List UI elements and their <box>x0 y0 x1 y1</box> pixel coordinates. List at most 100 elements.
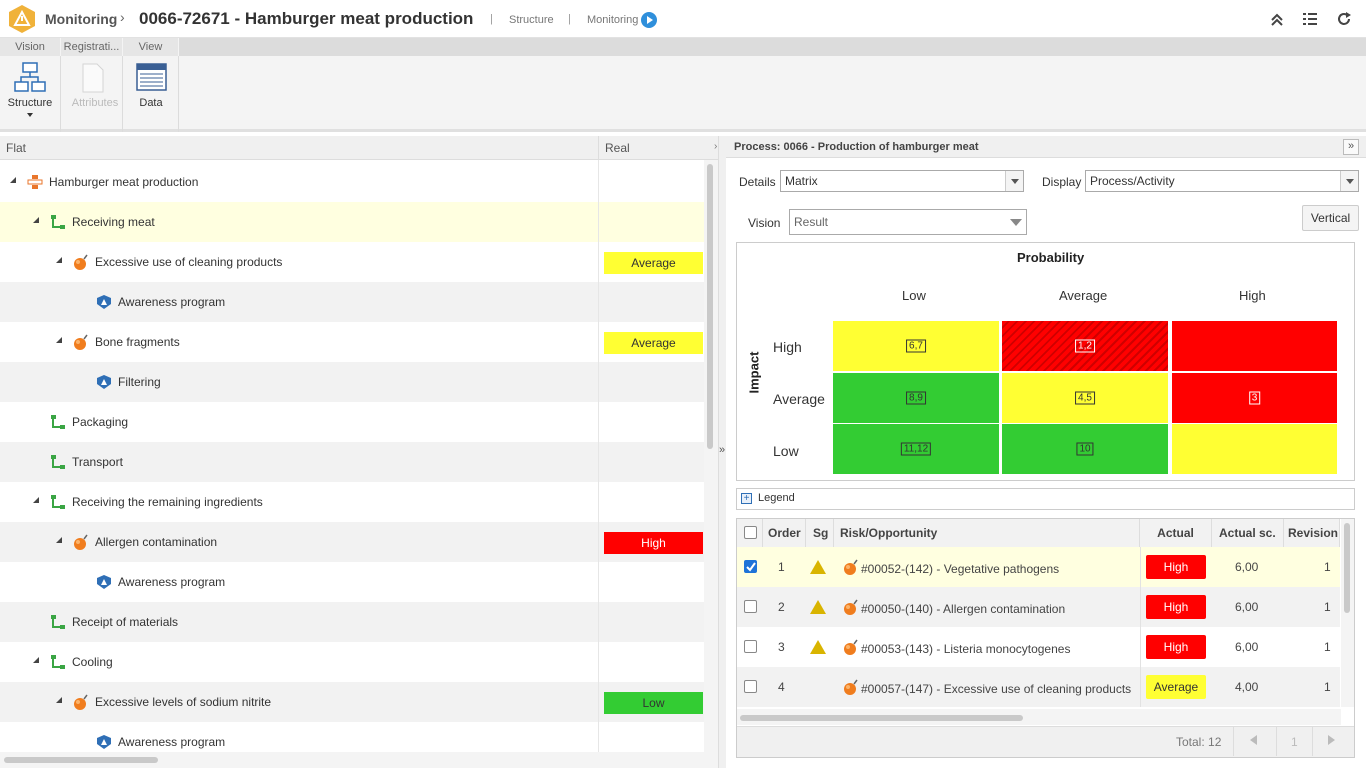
scrollbar-thumb[interactable] <box>740 715 1023 721</box>
matrix-cell[interactable] <box>1172 321 1337 371</box>
activity-icon <box>51 415 65 429</box>
risk-icon <box>74 334 88 350</box>
expand-plus-icon[interactable]: + <box>741 493 752 504</box>
row-checkbox[interactable] <box>744 680 757 693</box>
legend-bar[interactable] <box>736 488 1355 510</box>
tree-row[interactable]: Bone fragments Average <box>0 322 704 362</box>
tab-vision[interactable]: Vision <box>0 38 61 56</box>
tree-row[interactable]: Awareness program <box>0 722 704 752</box>
scrollbar-thumb[interactable] <box>4 757 158 763</box>
matrix-cell[interactable]: 11,12 <box>833 424 999 474</box>
col-order[interactable]: Order <box>763 519 806 547</box>
tree-row[interactable]: Excessive use of cleaning products Avera… <box>0 242 704 282</box>
refresh-icon[interactable] <box>1336 11 1352 27</box>
col-actual-score[interactable]: Actual sc. <box>1212 519 1284 547</box>
collapse-toggle-icon[interactable] <box>33 497 39 503</box>
tree-row[interactable]: Cooling <box>0 642 704 682</box>
horizontal-scrollbar[interactable] <box>0 752 718 768</box>
collapse-toggle-icon[interactable] <box>33 217 39 223</box>
table-row[interactable]: 3 #00053-(143) - Listeria monocytogenes … <box>737 627 1340 667</box>
collapse-toggle-icon[interactable] <box>56 697 62 703</box>
tab-registration[interactable]: Registrati... <box>61 38 123 56</box>
data-button[interactable]: Data <box>123 58 179 120</box>
impact-average: Average <box>773 391 825 407</box>
vision-select[interactable]: Result <box>789 209 1027 235</box>
cell-items: 11,12 <box>900 442 932 456</box>
row-risk[interactable]: #00050-(140) - Allergen contamination <box>861 602 1066 616</box>
attributes-label: Attributes <box>71 97 119 109</box>
tree-row[interactable]: Receipt of materials <box>0 602 704 642</box>
details-select[interactable]: Matrix <box>780 170 1024 192</box>
matrix-cell[interactable]: 4,5 <box>1002 373 1168 423</box>
tree-row[interactable]: Allergen contamination High <box>0 522 704 562</box>
tab-view[interactable]: View <box>123 38 179 56</box>
col-sg[interactable]: Sg <box>806 519 834 547</box>
tree-row[interactable]: Awareness program <box>0 562 704 602</box>
tree-row[interactable]: Filtering <box>0 362 704 402</box>
panel-splitter[interactable] <box>718 136 726 768</box>
matrix-cell[interactable]: 8,9 <box>833 373 999 423</box>
probability-average: Average <box>1059 288 1108 303</box>
row-checkbox[interactable] <box>744 640 757 653</box>
vertical-button[interactable]: Vertical <box>1302 205 1359 231</box>
next-page-icon[interactable] <box>1328 735 1335 745</box>
tree-row[interactable]: Awareness program <box>0 282 704 322</box>
column-more-icon[interactable]: › <box>714 141 718 152</box>
prev-page-icon[interactable] <box>1250 735 1257 745</box>
tree-row-label: Hamburger meat production <box>49 175 199 189</box>
collapse-panel-icon[interactable]: » <box>1343 139 1359 155</box>
row-checkbox[interactable] <box>744 600 757 613</box>
cell-items: 10 <box>1076 442 1094 456</box>
chevron-down-icon <box>1010 219 1022 226</box>
expand-panel-icon[interactable]: » <box>719 444 726 456</box>
matrix-cell[interactable]: 3 <box>1172 373 1337 423</box>
scrollbar-thumb[interactable] <box>1344 523 1350 613</box>
page-number[interactable]: 1 <box>1291 735 1298 749</box>
tree-row[interactable]: Receiving the remaining ingredients <box>0 482 704 522</box>
matrix-cell[interactable]: 10 <box>1002 424 1168 474</box>
tree-row[interactable]: Excessive levels of sodium nitrite Low <box>0 682 704 722</box>
row-revision: 1 <box>1324 680 1331 694</box>
row-order: 4 <box>778 680 785 694</box>
tree-row-label: Receiving the remaining ingredients <box>72 495 263 509</box>
collapse-toggle-icon[interactable] <box>56 337 62 343</box>
play-icon[interactable] <box>641 12 657 28</box>
scrollbar-thumb[interactable] <box>707 164 713 449</box>
tree-row[interactable]: Transport <box>0 442 704 482</box>
matrix-cell[interactable]: 6,7 <box>833 321 999 371</box>
row-risk[interactable]: #00052-(142) - Vegetative pathogens <box>861 562 1060 576</box>
display-label: Display <box>1042 175 1082 189</box>
tree-row[interactable]: Receiving meat <box>0 202 704 242</box>
select-all-checkbox[interactable] <box>744 526 757 539</box>
column-flat[interactable]: Flat <box>6 141 27 155</box>
matrix-cell[interactable]: 1,2 <box>1002 321 1168 371</box>
structure-link[interactable]: Structure <box>509 14 554 26</box>
tree-row[interactable]: Hamburger meat production <box>0 162 704 202</box>
row-risk[interactable]: #00053-(143) - Listeria monocytogenes <box>861 642 1071 656</box>
col-revision[interactable]: Revision <box>1284 519 1340 547</box>
monitoring-link[interactable]: Monitoring <box>587 14 639 26</box>
tree-row[interactable]: Packaging <box>0 402 704 442</box>
module-name[interactable]: Monitoring <box>45 11 118 27</box>
warning-logo-icon[interactable] <box>7 4 37 34</box>
row-checkbox[interactable] <box>744 560 757 573</box>
grid-horizontal-scrollbar[interactable] <box>737 709 1341 725</box>
row-risk[interactable]: #00057-(147) - Excessive use of cleaning… <box>861 682 1132 696</box>
display-select[interactable]: Process/Activity <box>1085 170 1359 192</box>
collapse-toggle-icon[interactable] <box>56 537 62 543</box>
attributes-button[interactable]: Attributes <box>63 58 123 120</box>
table-row[interactable]: 2 #00050-(140) - Allergen contamination … <box>737 587 1340 627</box>
collapse-toggle-icon[interactable] <box>33 657 39 663</box>
collapse-toggle-icon[interactable] <box>10 177 16 183</box>
column-real[interactable]: Real <box>605 141 630 155</box>
col-risk[interactable]: Risk/Opportunity <box>834 519 1140 547</box>
matrix-cell[interactable] <box>1172 424 1337 474</box>
collapse-toggle-icon[interactable] <box>56 257 62 263</box>
collapse-up-icon[interactable] <box>1269 11 1285 27</box>
table-row[interactable]: 1 #00052-(142) - Vegetative pathogens Hi… <box>737 547 1340 587</box>
col-actual[interactable]: Actual <box>1140 519 1212 547</box>
structure-button[interactable]: Structure <box>0 58 61 120</box>
list-icon[interactable] <box>1302 11 1318 27</box>
document-icon <box>82 63 104 93</box>
table-row[interactable]: 4 #00057-(147) - Excessive use of cleani… <box>737 667 1340 707</box>
